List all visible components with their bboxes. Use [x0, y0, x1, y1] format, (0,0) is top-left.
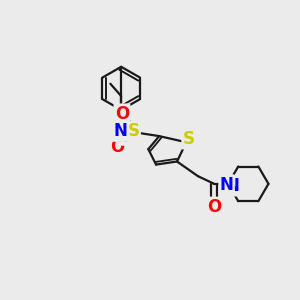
Text: N: N [113, 122, 128, 140]
Text: H: H [117, 130, 129, 145]
Text: O: O [110, 138, 124, 156]
Text: S: S [183, 130, 195, 148]
Text: S: S [128, 122, 140, 140]
Text: N: N [220, 176, 233, 194]
Text: O: O [115, 105, 129, 123]
Text: N: N [225, 177, 239, 195]
Text: O: O [207, 198, 221, 216]
